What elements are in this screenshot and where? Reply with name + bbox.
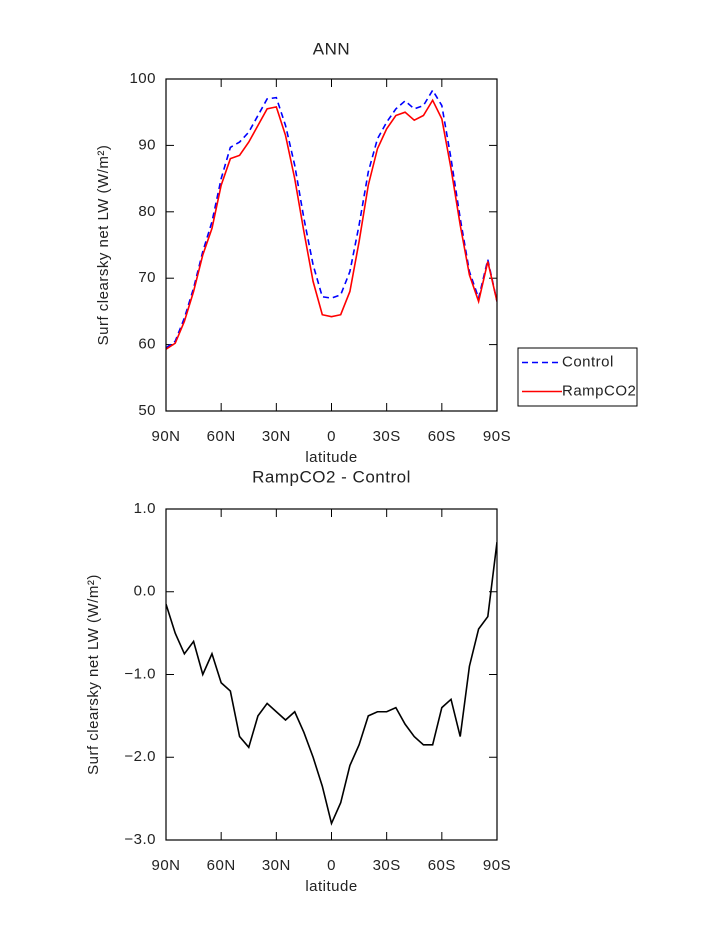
x-tick-label: 60N xyxy=(207,857,236,874)
legend-box xyxy=(517,347,638,407)
x-axis-label: latitude xyxy=(305,449,357,466)
y-tick-label: 90 xyxy=(138,136,156,153)
y-tick-label: 1.0 xyxy=(134,500,156,517)
y-axis-label: Surf clearsky net LW (W/m²) xyxy=(95,145,112,346)
x-tick-label: 0 xyxy=(327,857,336,874)
x-tick-label: 60S xyxy=(428,857,456,874)
y-tick-label: 0.0 xyxy=(134,583,156,600)
x-tick-label: 30S xyxy=(373,857,401,874)
legend-label: RampCO2 xyxy=(562,382,636,399)
y-tick-label: −2.0 xyxy=(124,748,156,765)
y-tick-label: 70 xyxy=(138,269,156,286)
x-tick-label: 60S xyxy=(428,428,456,445)
x-tick-label: 60N xyxy=(207,428,236,445)
x-tick-label: 0 xyxy=(327,428,336,445)
data-line xyxy=(166,98,497,350)
x-axis-label: latitude xyxy=(305,878,357,895)
y-tick-label: 80 xyxy=(138,203,156,220)
y-tick-label: 50 xyxy=(138,402,156,419)
y-tick-label: −3.0 xyxy=(124,831,156,848)
y-tick-label: 60 xyxy=(138,336,156,353)
data-line xyxy=(166,542,497,826)
x-tick-label: 30S xyxy=(373,428,401,445)
x-tick-label: 90N xyxy=(151,857,180,874)
y-tick-label: 100 xyxy=(129,70,156,87)
chart-title: RampCO2 - Control xyxy=(252,467,411,486)
x-tick-label: 90S xyxy=(483,857,511,874)
data-line xyxy=(166,88,497,349)
x-tick-label: 30N xyxy=(262,428,291,445)
plot-frame xyxy=(165,78,498,412)
x-tick-label: 30N xyxy=(262,857,291,874)
x-tick-label: 90S xyxy=(483,428,511,445)
x-tick-label: 90N xyxy=(151,428,180,445)
plot-frame xyxy=(165,508,498,841)
y-tick-label: −1.0 xyxy=(124,665,156,682)
y-axis-label: Surf clearsky net LW (W/m²) xyxy=(85,574,102,775)
chart-title: ANN xyxy=(313,39,350,58)
legend-label: Control xyxy=(562,353,614,370)
